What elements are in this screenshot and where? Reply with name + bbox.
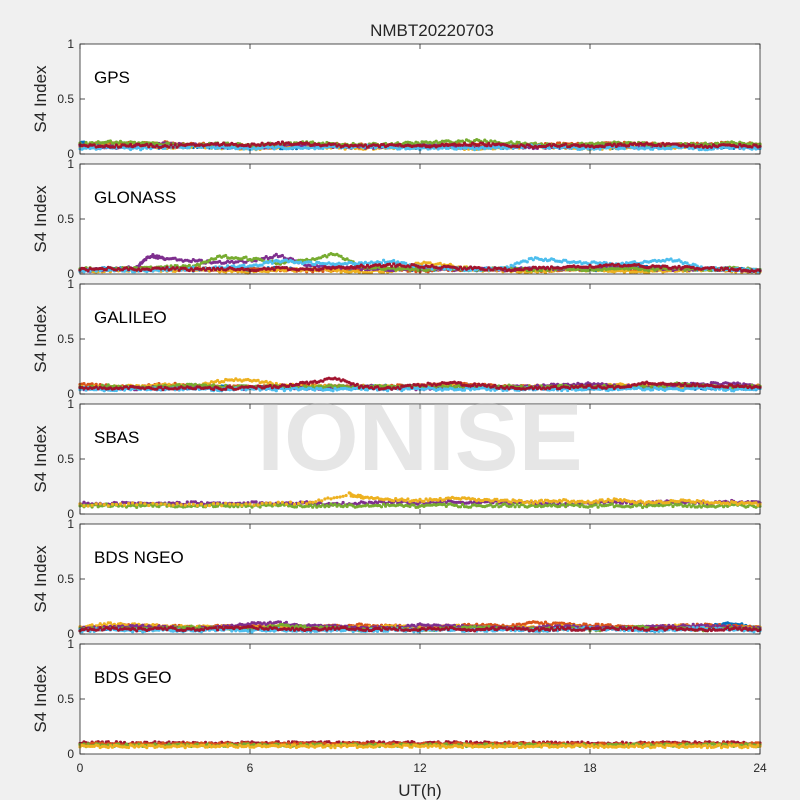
- data-point: [533, 141, 538, 145]
- figure-title: NMBT20220703: [370, 21, 494, 40]
- data-point: [169, 143, 173, 147]
- data-point: [647, 269, 651, 273]
- y-axis-label: S4 Index: [31, 65, 50, 133]
- data-point: [564, 142, 568, 146]
- data-point: [280, 253, 284, 258]
- data-point: [165, 265, 169, 269]
- data-point: [448, 268, 452, 272]
- data-point: [171, 145, 175, 149]
- data-point: [404, 261, 408, 265]
- plot-area: [80, 44, 760, 154]
- y-tick-label: 1: [67, 37, 74, 51]
- data-point: [175, 266, 179, 270]
- y-tick-label: 1: [67, 157, 74, 171]
- data-point: [558, 141, 562, 145]
- data-point: [242, 263, 246, 267]
- data-point: [392, 258, 396, 263]
- data-point: [709, 145, 714, 149]
- data-point: [145, 142, 149, 146]
- y-tick-label: 0.5: [57, 212, 74, 226]
- data-point: [525, 260, 529, 264]
- y-axis-label: S4 Index: [31, 185, 50, 253]
- data-point: [677, 264, 681, 268]
- data-point: [659, 144, 663, 148]
- data-point: [272, 268, 276, 272]
- panel-label: GLONASS: [94, 188, 176, 207]
- data-point: [523, 145, 527, 149]
- data-point: [244, 255, 248, 259]
- data-point: [736, 145, 740, 149]
- plot-area: [80, 164, 760, 274]
- y-tick-label: 0.5: [57, 92, 74, 106]
- data-point: [187, 146, 191, 150]
- plot-area: [80, 284, 760, 394]
- panel-label: GPS: [94, 68, 130, 87]
